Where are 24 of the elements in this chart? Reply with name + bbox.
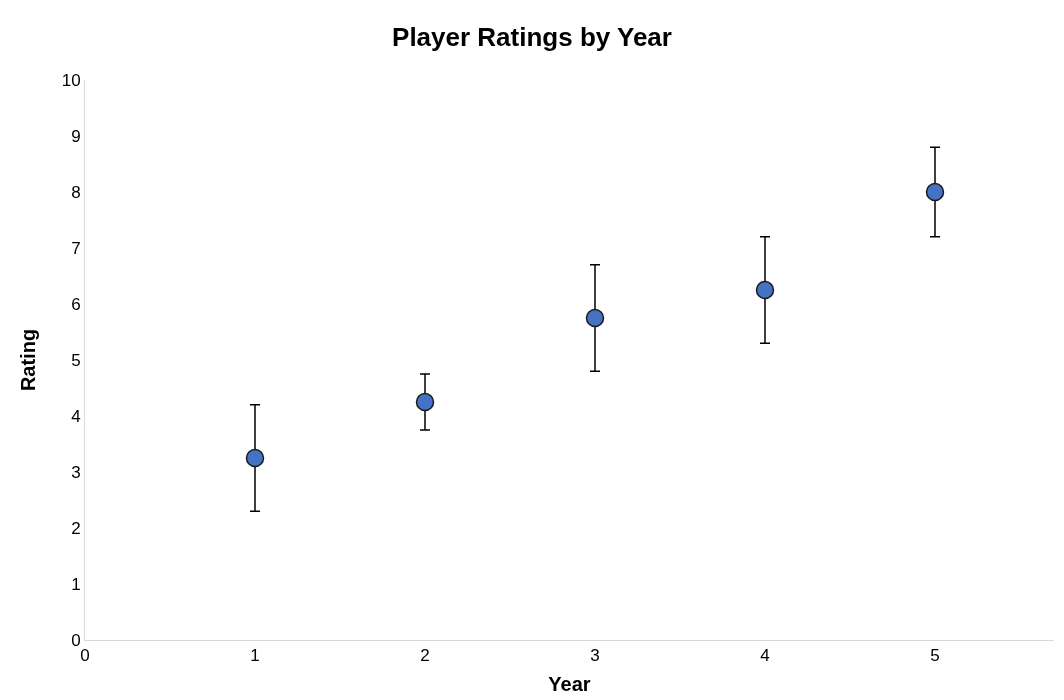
y-tick-label: 4 [71,406,81,426]
y-tick-label: 9 [71,126,81,146]
x-tick-label: 4 [760,646,770,666]
point [755,280,775,300]
y-tick-label: 0 [71,630,81,650]
y-tick-label: 1 [71,574,81,594]
y-tick-label: 3 [71,462,81,482]
x-tick-label: 5 [930,646,940,666]
point [415,392,435,412]
x-axis-title: Year [548,672,591,695]
y-tick-label: 2 [71,518,81,538]
y-tick-label: 6 [71,294,81,314]
x-tick-label: 1 [250,646,260,666]
chart-title: Player Ratings by Year [392,22,672,53]
y-axis-title: Rating [17,328,40,392]
x-tick-label: 3 [590,646,600,666]
y-tick-label: 10 [61,70,81,90]
y-tick-label: 5 [71,350,81,370]
x-tick-label: 2 [420,646,430,666]
point [585,308,605,328]
y-tick-label: 7 [71,238,81,258]
y-tick-label: 8 [71,182,81,202]
point [925,182,945,202]
point [245,448,265,468]
